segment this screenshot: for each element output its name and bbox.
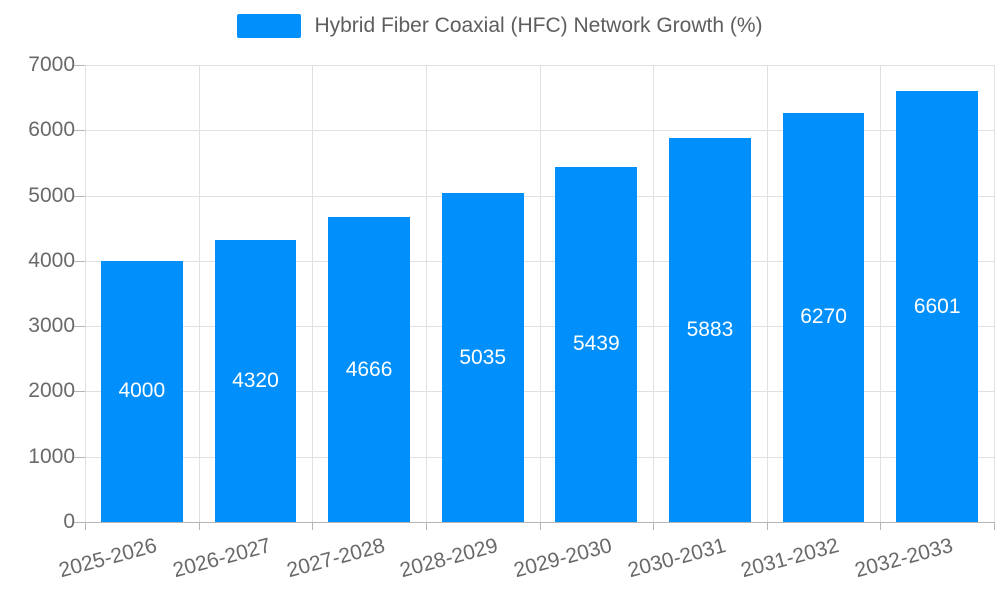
y-axis-tick bbox=[74, 391, 85, 393]
y-axis-tick bbox=[74, 65, 85, 66]
y-tick-label: 5000 bbox=[28, 183, 75, 207]
x-tick-label: 2030-2031 bbox=[624, 534, 728, 583]
x-axis-tick bbox=[198, 522, 200, 530]
x-axis-tick bbox=[766, 522, 768, 530]
bar[interactable] bbox=[669, 137, 751, 522]
y-axis-tick bbox=[74, 130, 85, 132]
y-tick-label: 0 bbox=[63, 510, 75, 533]
y-tick-label: 2000 bbox=[28, 379, 75, 403]
v-gridline bbox=[766, 65, 768, 522]
v-gridline bbox=[994, 65, 995, 522]
x-tick-label: 2029-2030 bbox=[511, 534, 615, 583]
x-tick-label: 2028-2029 bbox=[397, 534, 501, 583]
bar-value-label: 5035 bbox=[459, 345, 507, 369]
bar[interactable] bbox=[100, 260, 183, 522]
v-gridline bbox=[198, 65, 200, 522]
x-tick-label: 2032-2033 bbox=[852, 534, 956, 583]
bar-value-label: 6601 bbox=[913, 294, 961, 318]
legend-item[interactable]: Hybrid Fiber Coaxial (HFC) Network Growt… bbox=[0, 14, 1000, 38]
y-axis-tick bbox=[74, 326, 85, 328]
y-tick-label: 4000 bbox=[28, 248, 75, 272]
x-axis-line bbox=[85, 522, 994, 523]
legend-swatch-icon bbox=[237, 14, 302, 38]
x-axis-tick bbox=[994, 522, 995, 530]
y-tick-label: 7000 bbox=[28, 53, 75, 76]
y-axis-tick bbox=[74, 195, 85, 197]
bar-value-label: 5883 bbox=[686, 317, 734, 341]
bar-value-label: 6270 bbox=[800, 305, 847, 329]
v-gridline bbox=[425, 65, 427, 522]
v-gridline bbox=[880, 65, 882, 522]
bar[interactable] bbox=[328, 217, 410, 522]
bar[interactable] bbox=[441, 193, 524, 522]
bar[interactable] bbox=[555, 166, 638, 522]
bar-value-label: 4000 bbox=[118, 379, 166, 403]
x-axis-tick bbox=[539, 522, 541, 530]
x-tick-label: 2026-2027 bbox=[170, 534, 274, 583]
y-tick-label: 1000 bbox=[28, 444, 75, 468]
bar[interactable] bbox=[214, 239, 297, 522]
bar[interactable] bbox=[782, 112, 865, 522]
legend-label: Hybrid Fiber Coaxial (HFC) Network Growt… bbox=[314, 14, 763, 37]
bar-value-label: 4666 bbox=[345, 357, 393, 381]
x-tick-label: 2027-2028 bbox=[284, 534, 388, 583]
v-gridline bbox=[85, 65, 86, 522]
y-tick-label: 3000 bbox=[28, 314, 75, 338]
bar-value-label: 5439 bbox=[572, 332, 620, 356]
x-tick-label: 2031-2032 bbox=[738, 534, 842, 583]
bar-value-label: 4320 bbox=[232, 368, 279, 392]
v-gridline bbox=[653, 65, 655, 522]
y-axis-tick bbox=[74, 522, 85, 523]
x-axis-tick bbox=[85, 522, 86, 530]
x-axis-tick bbox=[880, 522, 882, 530]
x-axis-tick bbox=[425, 522, 427, 530]
y-axis-tick bbox=[74, 456, 85, 458]
v-gridline bbox=[312, 65, 314, 522]
y-axis-tick bbox=[74, 260, 85, 262]
x-axis-tick bbox=[653, 522, 655, 530]
v-gridline bbox=[539, 65, 541, 522]
x-axis-tick bbox=[312, 522, 314, 530]
x-tick-label: 2025-2026 bbox=[56, 534, 160, 583]
y-tick-label: 6000 bbox=[28, 118, 75, 142]
bar[interactable] bbox=[896, 91, 979, 522]
